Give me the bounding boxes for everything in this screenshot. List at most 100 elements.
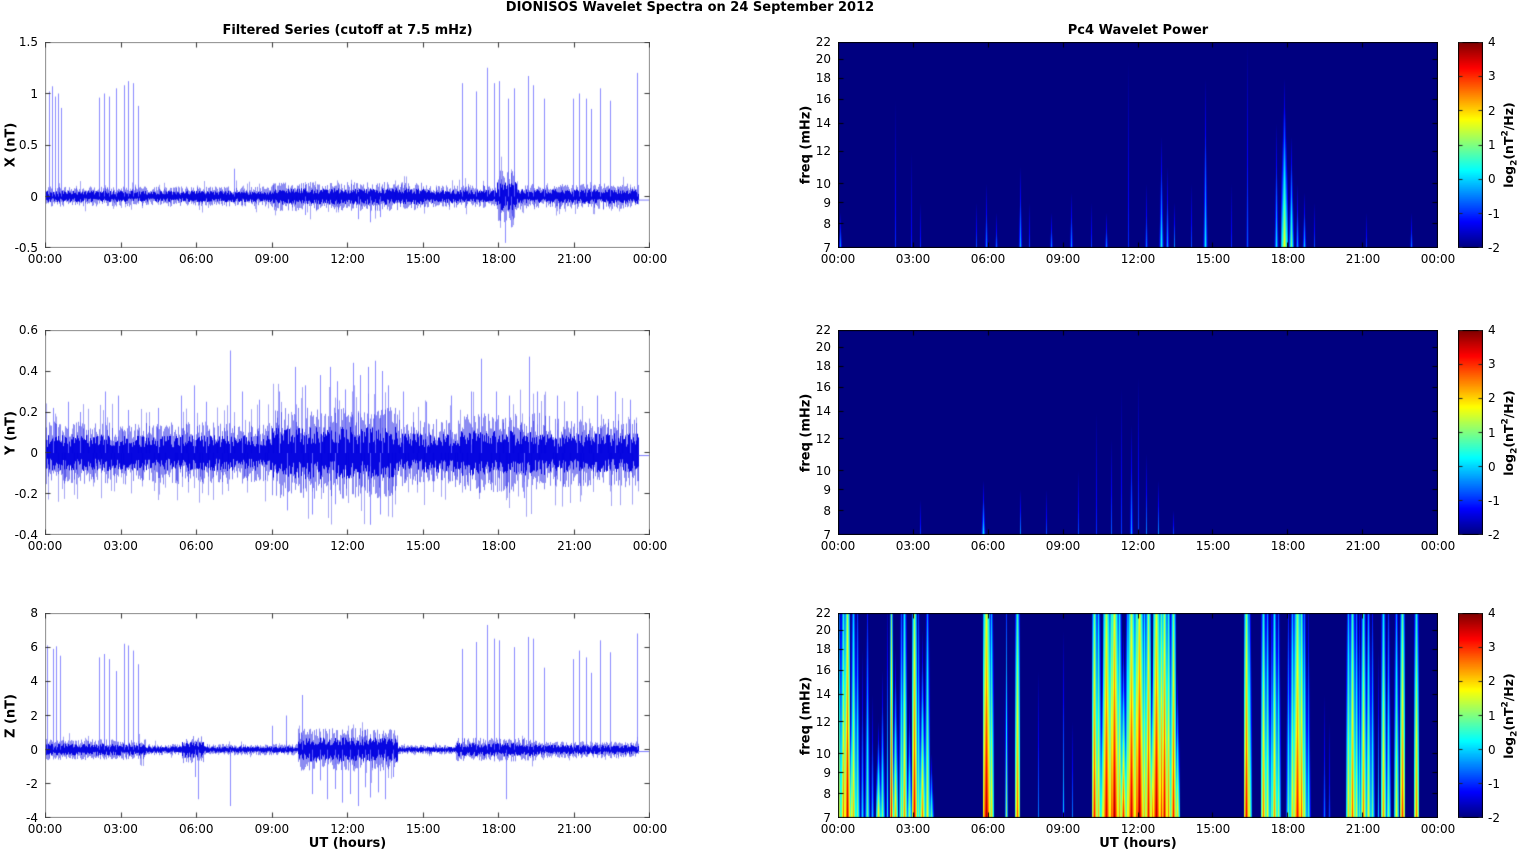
- x-tick-label: 06:00: [970, 822, 1006, 836]
- y-tick-label: 10: [815, 747, 831, 762]
- y-tick-label: 0.4: [18, 364, 38, 378]
- colorbar-tick-label: 4: [1488, 35, 1496, 49]
- y-tick-label: 12: [815, 714, 831, 729]
- y-tick-label: 16: [815, 380, 831, 394]
- x-tick-label: 09:00: [1045, 822, 1081, 836]
- colorbar-tick-label: -1: [1488, 776, 1500, 791]
- y-tick-label: 8: [823, 504, 831, 519]
- y-tick-label: 0: [30, 446, 38, 460]
- y-tick-label: 10: [815, 464, 831, 479]
- colorbar-tick-label: 2: [1488, 674, 1496, 689]
- y-tick-label: 2: [30, 708, 38, 723]
- x-tick-label: 15:00: [405, 822, 441, 836]
- x-tick-label: 00:00: [820, 822, 856, 836]
- x-tick-label: 18:00: [481, 822, 517, 836]
- x-tick-label: 18:00: [1270, 822, 1306, 836]
- ut-hours-xlabel-right: UT (hours): [1099, 836, 1177, 851]
- x-tick-label: 00:00: [820, 252, 856, 266]
- x-tick-label: 15:00: [1195, 822, 1231, 836]
- x-tick-label: 18:00: [481, 539, 517, 553]
- colorbar-tick-label: 2: [1488, 391, 1496, 406]
- x-tick-label: 09:00: [254, 539, 290, 553]
- x-tick-label: 21:00: [1345, 539, 1381, 553]
- colorbar-tick-label: -2: [1488, 528, 1500, 542]
- y-tick-label: 7: [823, 528, 831, 542]
- y-tick-label: -0.4: [14, 528, 38, 542]
- y-tick-label: 4: [30, 674, 38, 689]
- x-tick-label: 15:00: [1195, 252, 1231, 266]
- y-tick-label: 9: [823, 483, 831, 497]
- x-tick-label: 06:00: [970, 252, 1006, 266]
- x-tick-label: 18:00: [1270, 539, 1306, 553]
- y-tick-label: 14: [815, 116, 831, 131]
- y-tick-label: 22: [815, 606, 831, 620]
- x-tick-label: 00:00: [632, 252, 668, 266]
- y-tick-label: 8: [823, 787, 831, 802]
- y-tick-label: 14: [815, 686, 831, 701]
- x-tick-label: 12:00: [1120, 822, 1156, 836]
- x-tick-label: 09:00: [1045, 539, 1081, 553]
- x-tick-label: 15:00: [405, 539, 441, 553]
- y-tick-label: 22: [815, 323, 831, 337]
- x-tick-label: 00:00: [820, 539, 856, 553]
- y-tick-label: 6: [30, 640, 38, 655]
- colorbar-unit-label: log2(nT2/Hz): [1500, 672, 1520, 759]
- y-tick-label: 9: [823, 195, 831, 210]
- freq-ylabel-middle: freq (mHz): [798, 393, 814, 472]
- y-tick-label: -4: [26, 811, 38, 825]
- freq-ylabel-bottom: freq (mHz): [798, 676, 814, 755]
- x-series-plot: [45, 42, 650, 248]
- y-tick-label: 12: [815, 431, 831, 446]
- x-tick-label: 06:00: [178, 252, 214, 266]
- x-tick-label: 03:00: [103, 822, 138, 836]
- z-wavelet-spectrogram: [838, 613, 1438, 818]
- y-tick-label: 1: [30, 86, 38, 101]
- y-tick-label: 22: [815, 35, 831, 49]
- y-tick-label: 20: [815, 340, 831, 355]
- colorbar-tick-label: 1: [1488, 708, 1496, 723]
- y-tick-label: 16: [815, 92, 831, 107]
- y-tick-label: 9: [823, 766, 831, 780]
- y-tick-label: -0.5: [14, 241, 38, 255]
- y-tick-label: 7: [823, 241, 831, 255]
- colorbar-tick-label: -2: [1488, 241, 1500, 255]
- x-tick-label: 18:00: [481, 252, 517, 266]
- x-tick-label: 12:00: [1120, 539, 1156, 553]
- z-series-ylabel: Z (nT): [3, 693, 19, 738]
- y-wavelet-spectrogram: [838, 330, 1438, 535]
- x-tick-label: 00:00: [27, 539, 63, 553]
- y-tick-label: 0: [30, 742, 38, 757]
- colorbar-tick-label: 4: [1488, 606, 1496, 620]
- colorbar-tick-label: 3: [1488, 640, 1496, 655]
- y-tick-label: 20: [815, 52, 831, 67]
- x-tick-label: 00:00: [27, 252, 63, 266]
- filtered-series-title: Filtered Series (cutoff at 7.5 mHz): [222, 23, 473, 38]
- y-tick-label: -0.2: [14, 487, 38, 501]
- y-series-plot: [45, 330, 650, 535]
- x-tick-label: 09:00: [254, 252, 290, 266]
- colorbar-tick-label: 0: [1488, 459, 1496, 474]
- y-tick-label: 14: [815, 403, 831, 418]
- pc4-wavelet-power-title: Pc4 Wavelet Power: [1067, 23, 1209, 38]
- y-tick-label: 20: [815, 623, 831, 638]
- colorbar-tick-label: 0: [1488, 172, 1496, 187]
- y-tick-label: 18: [815, 641, 831, 656]
- x-tick-label: 21:00: [557, 539, 592, 553]
- x-tick-label: 00:00: [1420, 252, 1456, 266]
- colorbar-tick-label: 0: [1488, 742, 1496, 757]
- colorbar-tick-label: 4: [1488, 323, 1496, 337]
- x-tick-label: 03:00: [103, 252, 138, 266]
- x-tick-label: 00:00: [27, 822, 63, 836]
- colorbar-tick-label: 3: [1488, 357, 1496, 372]
- x-tick-label: 03:00: [895, 252, 931, 266]
- x-series-ylabel: X (nT): [3, 122, 19, 168]
- colorbar-tick-label: 2: [1488, 103, 1496, 118]
- y-tick-label: -2: [26, 776, 38, 791]
- x-tick-label: 12:00: [330, 252, 365, 266]
- y-tick-label: 7: [823, 811, 831, 825]
- x-tick-label: 00:00: [632, 539, 668, 553]
- colorbar-unit-label: log2(nT2/Hz): [1500, 102, 1520, 188]
- x-tick-label: 06:00: [178, 539, 214, 553]
- y-tick-label: 18: [815, 358, 831, 373]
